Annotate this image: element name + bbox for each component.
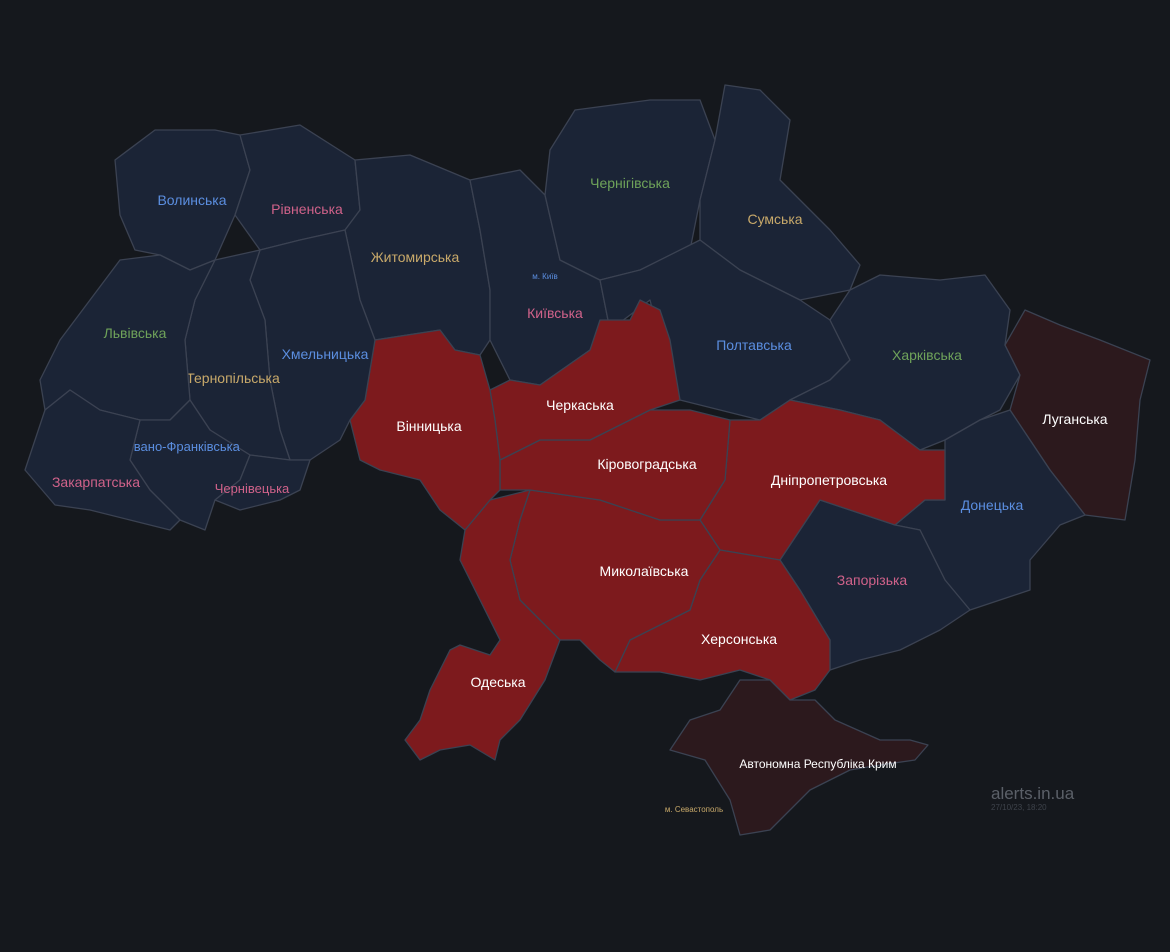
region-label: Волинська <box>157 192 226 208</box>
region-mykolaiv[interactable]: Миколаївська <box>509 489 721 673</box>
region-rivne[interactable]: Рівненська <box>234 124 361 251</box>
region-label: Херсонська <box>701 631 777 647</box>
region-label: Харківська <box>892 347 962 363</box>
timestamp: 27/10/23, 18:20 <box>991 803 1047 812</box>
region-crimea[interactable]: Автономна Республіка Крим <box>669 679 929 836</box>
kyiv-city-label: м. Київ <box>532 272 558 281</box>
region-label: Чернігівська <box>590 175 670 191</box>
region-label: Кіровоградська <box>597 456 696 472</box>
region-dnipro[interactable]: Дніпропетровська <box>699 399 946 561</box>
region-vinnytsia[interactable]: Вінницька <box>349 329 501 531</box>
region-khmelnytskyi[interactable]: Хмельницька <box>249 229 376 461</box>
region-label: Миколаївська <box>600 563 689 579</box>
region-label: Львівська <box>104 325 167 341</box>
region-label: Запорізька <box>837 572 908 588</box>
region-label: Вінницька <box>396 418 461 434</box>
region-label: Київська <box>527 305 583 321</box>
region-label: Луганська <box>1042 411 1107 427</box>
region-cherkasy[interactable]: Черкаська <box>489 299 681 461</box>
region-chernivtsi[interactable]: Чернівецька <box>214 454 311 511</box>
region-luhansk[interactable]: Луганська <box>1004 309 1151 521</box>
region-label: Закарпатська <box>52 474 140 490</box>
region-label: Тернопільська <box>186 370 280 386</box>
region-odesa[interactable]: Одеська <box>404 489 561 761</box>
region-label: Полтавська <box>716 337 792 353</box>
region-volyn[interactable]: Волинська <box>114 129 251 271</box>
region-label: Дніпропетровська <box>771 472 887 488</box>
region-label: Хмельницька <box>282 346 369 362</box>
region-kirovohrad[interactable]: Кіровоградська <box>499 409 731 521</box>
region-label: Одеська <box>470 674 525 690</box>
region-label: Донецька <box>961 497 1024 513</box>
region-label: Сумська <box>747 211 802 227</box>
sevastopol-label: м. Севастополь <box>665 805 723 814</box>
region-label: Житомирська <box>371 249 460 265</box>
brand-watermark: alerts.in.ua <box>991 784 1075 803</box>
region-zakarpattia[interactable]: Закарпатська <box>24 389 181 531</box>
region-label: Рівненська <box>271 201 343 217</box>
region-label: Черкаська <box>546 397 614 413</box>
region-label: Автономна Республіка Крим <box>739 757 896 771</box>
region-label: Івано-Франківська <box>130 439 240 454</box>
region-label: Чернівецька <box>215 481 290 496</box>
region-kherson[interactable]: Херсонська <box>614 549 831 701</box>
